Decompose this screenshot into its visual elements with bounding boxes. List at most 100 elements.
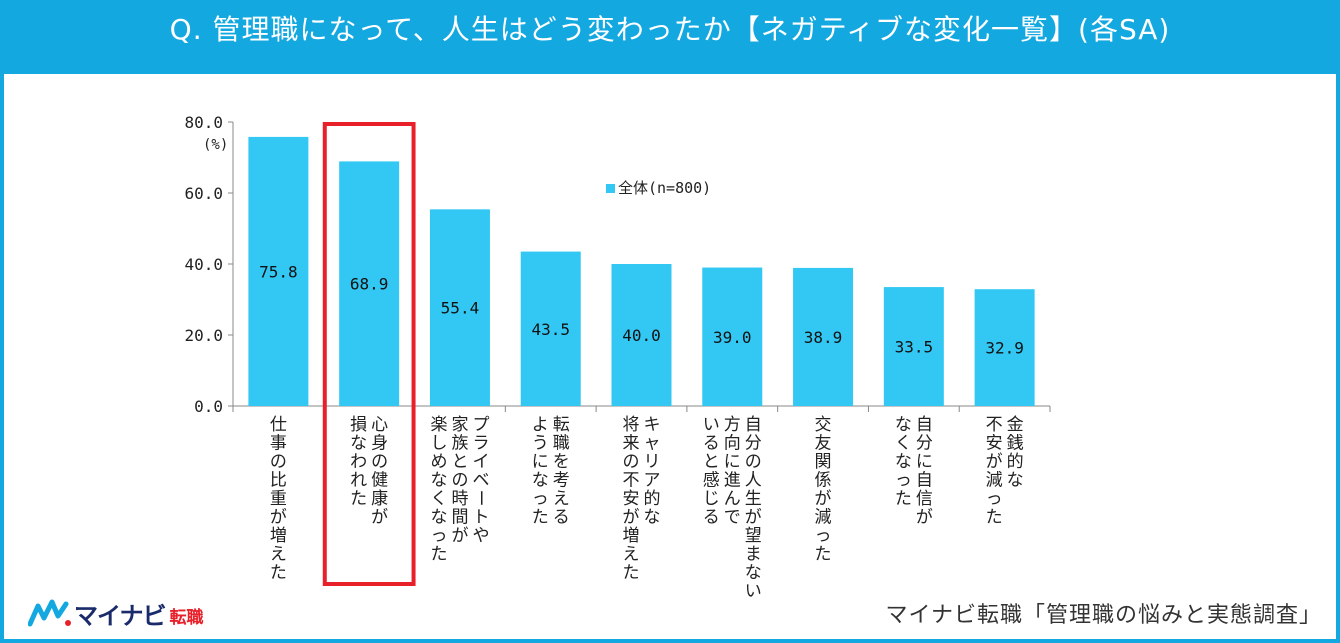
x-category-char: 自 xyxy=(916,415,933,435)
x-category-char: ャ xyxy=(644,434,661,454)
x-category-char: 感 xyxy=(703,471,720,491)
x-category-char: な xyxy=(644,508,661,528)
x-category-char: ラ xyxy=(472,434,489,454)
bar xyxy=(793,267,854,406)
x-category-char: 心 xyxy=(371,415,388,435)
x-category-char: ん xyxy=(724,489,741,509)
x-category-char: 生 xyxy=(745,489,762,509)
x-category-char: な xyxy=(895,415,912,435)
x-category-char: に xyxy=(724,452,741,472)
x-category-char: 楽 xyxy=(430,415,447,435)
x-category-char: 減 xyxy=(986,471,1003,491)
x-category-char: な xyxy=(532,471,549,491)
x-category-char: っ xyxy=(895,471,912,491)
x-category-char: 分 xyxy=(745,434,762,454)
x-category-char: う xyxy=(532,434,549,454)
mynavi-logo-mark-icon xyxy=(28,599,71,627)
x-category-char: 比 xyxy=(270,471,287,491)
y-tick-label: 20.0 xyxy=(184,326,223,345)
x-category-char: が xyxy=(270,508,287,528)
x-category-char: っ xyxy=(532,489,549,509)
x-category-char: と xyxy=(451,452,468,472)
bar-value-label: 40.0 xyxy=(622,326,661,345)
y-unit-label: (%) xyxy=(203,137,228,153)
bar-value-label: 39.0 xyxy=(713,328,752,347)
x-category-char: 増 xyxy=(270,526,287,546)
bar xyxy=(429,209,490,406)
x-category-char: が xyxy=(745,508,762,528)
highlight-box xyxy=(322,122,416,586)
logo-text: マイナビ xyxy=(74,601,167,630)
x-category-char: 的 xyxy=(1007,452,1024,472)
x-category-char: ベ xyxy=(472,471,489,491)
x-category-char: キ xyxy=(644,415,661,435)
x-category-char: た xyxy=(986,508,1003,528)
x-category-char: な xyxy=(745,563,762,583)
header-bar: Q. 管理職になって、人生はどう変わったか【ネガティブな変化一覧】(各SA) xyxy=(0,0,1340,74)
bar-value-label: 75.8 xyxy=(259,262,298,281)
x-category-char: 係 xyxy=(815,471,832,491)
x-category-char: ト xyxy=(472,508,489,528)
bar-value-label: 55.4 xyxy=(441,299,480,318)
x-category-char: っ xyxy=(815,526,832,546)
y-tick-label: 80.0 xyxy=(184,113,223,132)
x-category-char: 来 xyxy=(623,434,640,454)
x-category-char: 人 xyxy=(745,471,762,491)
x-category-char: な xyxy=(350,434,367,454)
x-category-char: 将 xyxy=(623,415,640,435)
x-category-char: ー xyxy=(470,490,490,507)
x-category-char: 増 xyxy=(623,526,640,546)
x-category-char: る xyxy=(553,508,570,528)
x-category-char: を xyxy=(553,452,570,472)
x-category-char: 友 xyxy=(815,434,832,454)
x-category-char: イ xyxy=(472,452,489,472)
x-category-char: の xyxy=(745,452,762,472)
x-category-char: な xyxy=(430,508,447,528)
x-category-char: 族 xyxy=(451,434,468,454)
logo-sub-text: 転職 xyxy=(169,607,204,628)
x-category-char: る xyxy=(703,434,720,454)
x-category-char: 安 xyxy=(623,489,640,509)
x-category-char: 交 xyxy=(815,415,832,435)
x-category-char: っ xyxy=(986,489,1003,509)
x-category-char: 時 xyxy=(451,489,468,509)
x-category-char: る xyxy=(703,508,720,528)
mynavi-logo: マイナビ 転職 xyxy=(28,596,204,630)
x-category-char: に xyxy=(532,452,549,472)
x-category-char: 仕 xyxy=(270,415,287,435)
x-category-char: 不 xyxy=(623,471,640,491)
legend-swatch xyxy=(606,184,615,193)
y-tick-label: 40.0 xyxy=(184,255,223,274)
x-category-char: え xyxy=(270,545,287,565)
bar xyxy=(339,161,400,406)
x-category-char: め xyxy=(430,452,447,472)
x-category-char: が xyxy=(623,508,640,528)
x-category-char: ま xyxy=(745,545,762,565)
x-category-char: 銭 xyxy=(1007,434,1024,454)
bar xyxy=(611,264,672,406)
x-category-char: 考 xyxy=(553,471,570,491)
x-category-char: 金 xyxy=(1007,415,1024,435)
x-category-char: が xyxy=(986,452,1003,472)
x-category-char: 関 xyxy=(815,452,832,472)
x-category-char: い xyxy=(745,582,762,602)
x-category-char: リ xyxy=(644,452,661,472)
x-category-char: 方 xyxy=(724,415,741,435)
bar-value-label: 38.9 xyxy=(804,328,843,347)
x-category-char: に xyxy=(916,452,933,472)
x-category-char: 転 xyxy=(553,415,570,435)
x-category-char: な xyxy=(895,452,912,472)
x-category-char: や xyxy=(472,526,489,546)
y-tick-label: 60.0 xyxy=(184,184,223,203)
x-category-char: え xyxy=(623,545,640,565)
